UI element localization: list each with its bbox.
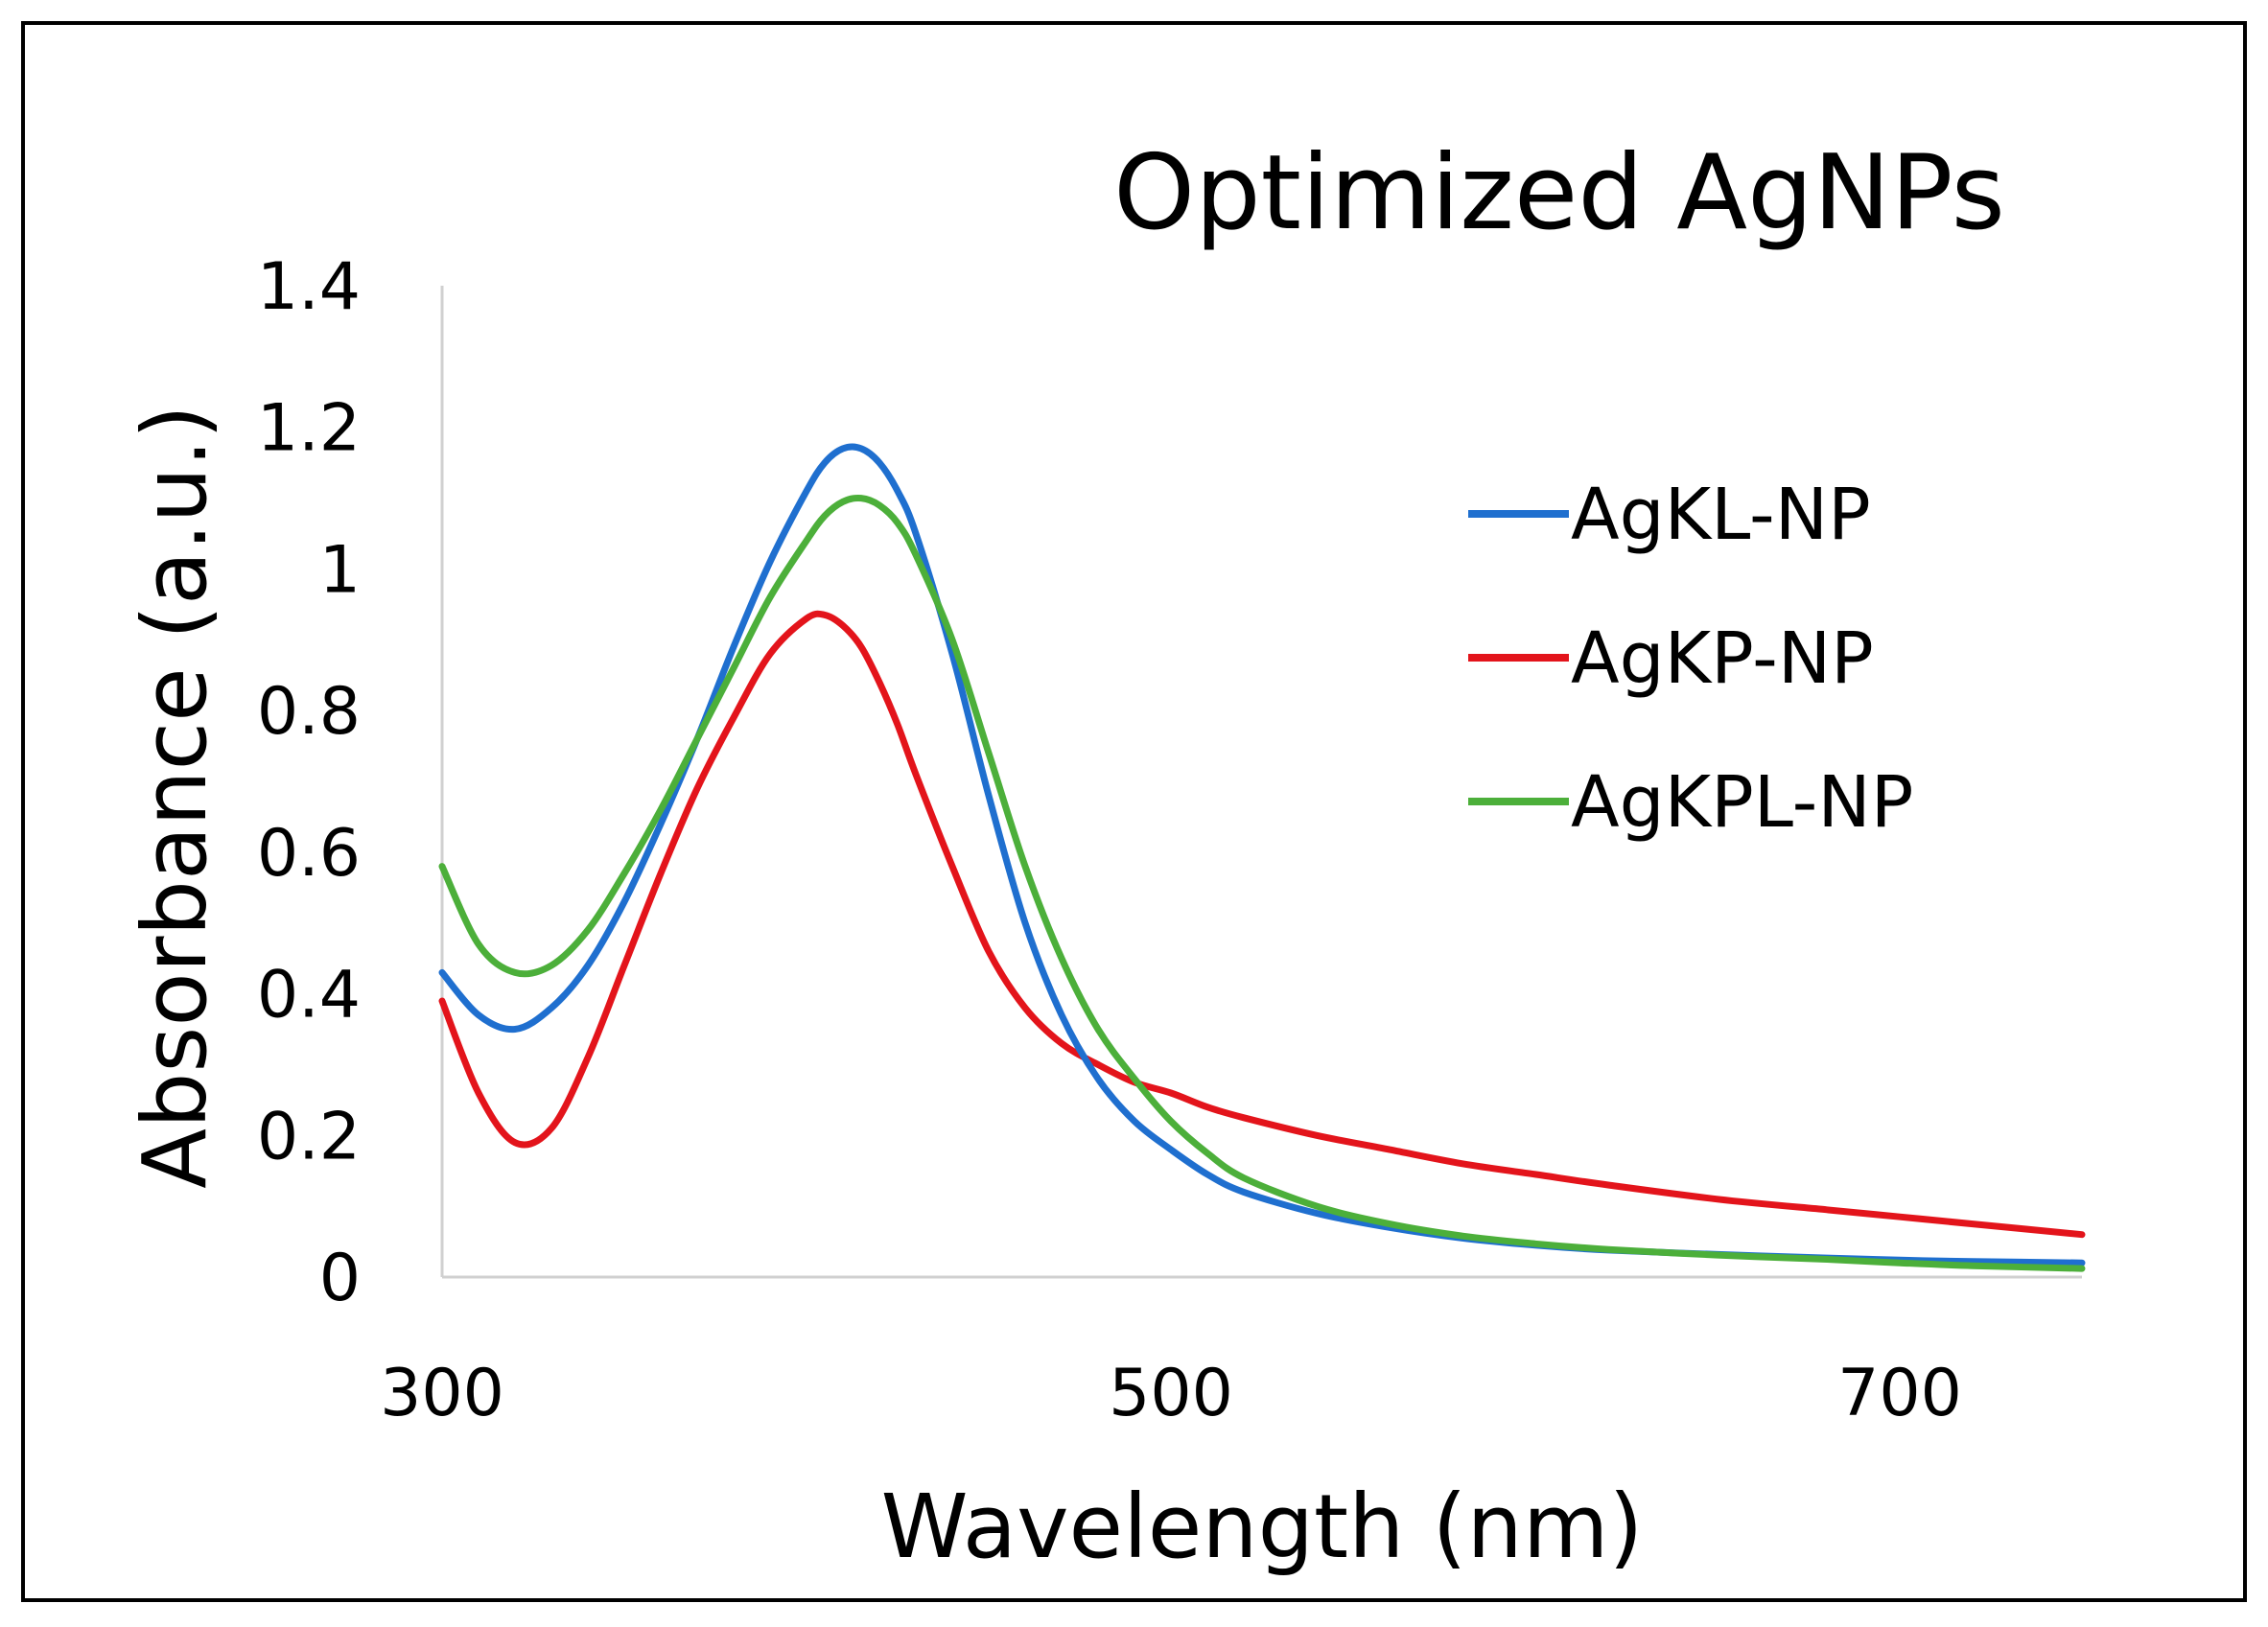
legend-label-agkl-np: AgKL-NP (1571, 474, 1871, 556)
x-tick-label: 700 (1837, 1356, 1962, 1431)
x-tick-label: 500 (1109, 1356, 1233, 1431)
legend-label-agkp-np: AgKP-NP (1571, 617, 1874, 700)
y-tick-label: 1 (319, 532, 361, 608)
y-axis-label: Absorbance (a.u.) (124, 405, 226, 1189)
x-tick-label: 300 (380, 1356, 504, 1431)
y-tick-label: 1.2 (257, 391, 361, 467)
series-line-agkp-np (438, 610, 2086, 1239)
absorbance-chart: Optimized AgNPs Absorbance (a.u.) Wavele… (124, 133, 2086, 1578)
y-tick-label: 0 (319, 1241, 361, 1316)
y-tick-labels: 0 0.2 0.4 0.6 0.8 1 1.2 1.4 (257, 249, 361, 1316)
y-tick-label: 1.4 (257, 249, 361, 325)
y-tick-label: 0.8 (257, 674, 361, 750)
y-tick-label: 0.2 (257, 1099, 361, 1174)
chart-frame: Optimized AgNPs Absorbance (a.u.) Wavele… (21, 21, 2247, 1602)
y-tick-label: 0.6 (257, 816, 361, 892)
x-axis-label: Wavelength (nm) (881, 1476, 1644, 1578)
legend: AgKL-NP AgKP-NP AgKPL-NP (1468, 474, 1913, 844)
y-tick-label: 0.4 (257, 958, 361, 1034)
series-line-agkpl-np (438, 494, 2086, 1272)
series-line-agkl-np (438, 443, 2086, 1267)
chart-title: Optimized AgNPs (1113, 133, 2005, 253)
legend-label-agkpl-np: AgKPL-NP (1571, 761, 1913, 844)
series-lines (438, 443, 2086, 1272)
x-tick-labels: 300 500 700 (380, 1356, 1962, 1431)
